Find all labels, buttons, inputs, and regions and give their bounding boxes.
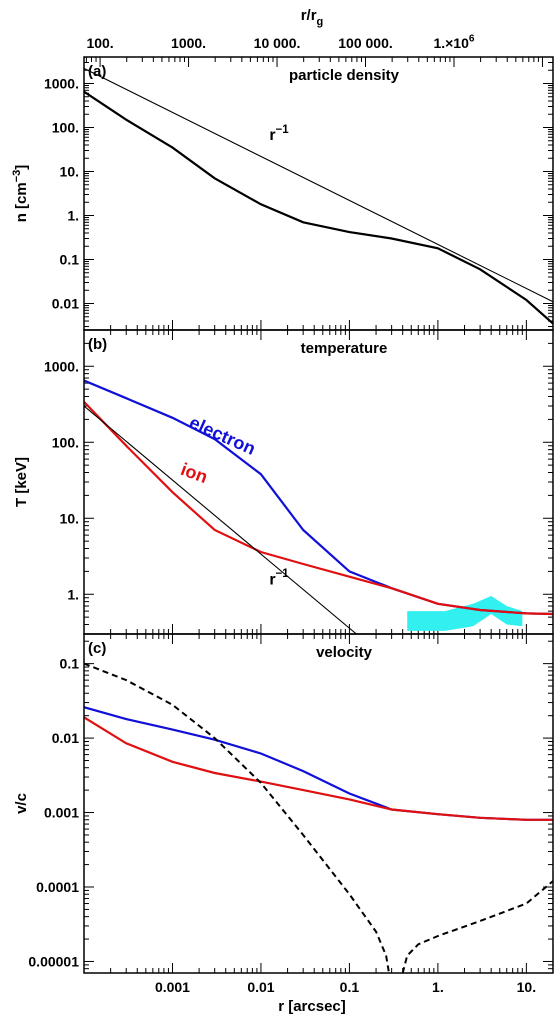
- panel-title: velocity: [316, 644, 373, 661]
- inflow-line: [401, 880, 553, 973]
- y-axis-label-sup: −3: [11, 170, 23, 183]
- y-axis-label: v/c: [13, 793, 30, 814]
- top-x-tick-label-base: 1.×10: [433, 35, 469, 51]
- slope-annotation-sup: −1: [276, 568, 290, 580]
- y-tick-label: 0.1: [60, 252, 80, 268]
- panel-frame: [83, 56, 554, 331]
- y-tick-label: 0.001: [44, 805, 79, 821]
- y-tick-label: 1.: [67, 586, 79, 602]
- inflow-line: [84, 662, 390, 973]
- y-tick-label: 1.: [67, 208, 79, 224]
- panel-title: temperature: [301, 340, 388, 357]
- y-axis-label-base: n [cm: [13, 182, 30, 222]
- y-axis-label-base: v/c: [13, 793, 30, 814]
- y-tick-label: 1000.: [44, 75, 79, 91]
- slope-annotation-base: r: [269, 571, 275, 588]
- y-tick-label: 0.0001: [36, 879, 79, 895]
- panel-frame: [83, 329, 554, 635]
- top-axis-label: r/rg: [301, 7, 324, 28]
- panel-frame: [83, 633, 554, 974]
- electron-label: electron: [186, 412, 258, 459]
- slope-annotation: r−1: [269, 124, 289, 144]
- y-axis-label-tail: ]: [13, 165, 30, 170]
- top-x-tick-label: 100 000.: [338, 35, 393, 51]
- panel-label: (c): [88, 640, 106, 657]
- y-axis-label: T [keV]: [13, 457, 30, 507]
- y-axis-label: n [cm−3]: [11, 165, 30, 223]
- y-tick-label: 0.01: [52, 730, 79, 746]
- y-tick-label: 10.: [60, 510, 79, 526]
- panel-label: (b): [88, 336, 107, 353]
- x-tick-label: 0.1: [340, 979, 360, 995]
- panel-title: particle density: [289, 67, 400, 84]
- x-tick-label: 1.: [432, 979, 444, 995]
- ion-label: ion: [178, 459, 210, 487]
- x-axis-label: r [arcsec]: [278, 998, 346, 1015]
- density-line: [84, 90, 553, 325]
- ion-line: [84, 716, 553, 821]
- ion-line: [84, 401, 553, 616]
- y-tick-label: 0.1: [60, 656, 80, 672]
- y-axis-label-base: T [keV]: [13, 457, 30, 507]
- y-tick-label: 1000.: [44, 358, 79, 374]
- x-tick-label: 10.: [517, 979, 536, 995]
- top-axis-label-base: r/r: [301, 7, 317, 24]
- top-axis-label-sub: g: [317, 16, 324, 28]
- reference-line: [84, 405, 357, 634]
- y-tick-label: 10.: [60, 163, 79, 179]
- x-tick-label: 0.01: [247, 979, 274, 995]
- top-x-tick-label: 100.: [86, 35, 113, 51]
- top-x-tick-label: 10 000.: [254, 35, 301, 51]
- y-tick-label: 100.: [52, 434, 79, 450]
- plot-area: [84, 379, 553, 634]
- reference-line: [84, 67, 553, 303]
- plot-area: [84, 662, 553, 973]
- top-x-tick-label: 1000.: [171, 35, 206, 51]
- electron-line: [84, 706, 553, 821]
- top-x-tick-label-sup: 6: [469, 34, 475, 45]
- top-x-tick-label: 1.×106: [433, 34, 474, 51]
- y-tick-label: 100.: [52, 119, 79, 135]
- plot-area: [84, 67, 553, 325]
- electron-line: [84, 379, 553, 616]
- slope-annotation-base: r: [269, 127, 275, 144]
- panel-3: 0.1 0.01 0.001 0.0001 0.00001 (c) velocity v/c: [13, 633, 554, 974]
- panel-label: (a): [88, 63, 106, 80]
- panel-1: 1000. 100. 10. 1. 0.1 0.01 r−1 (a) particle dens…: [11, 56, 554, 331]
- y-tick-label: 0.00001: [28, 953, 79, 969]
- y-tick-label: 0.01: [52, 296, 79, 312]
- slope-annotation-sup: −1: [276, 124, 290, 136]
- observed-band: [407, 596, 523, 631]
- x-tick-label: 0.001: [155, 979, 190, 995]
- slope-annotation: r−1: [269, 568, 289, 588]
